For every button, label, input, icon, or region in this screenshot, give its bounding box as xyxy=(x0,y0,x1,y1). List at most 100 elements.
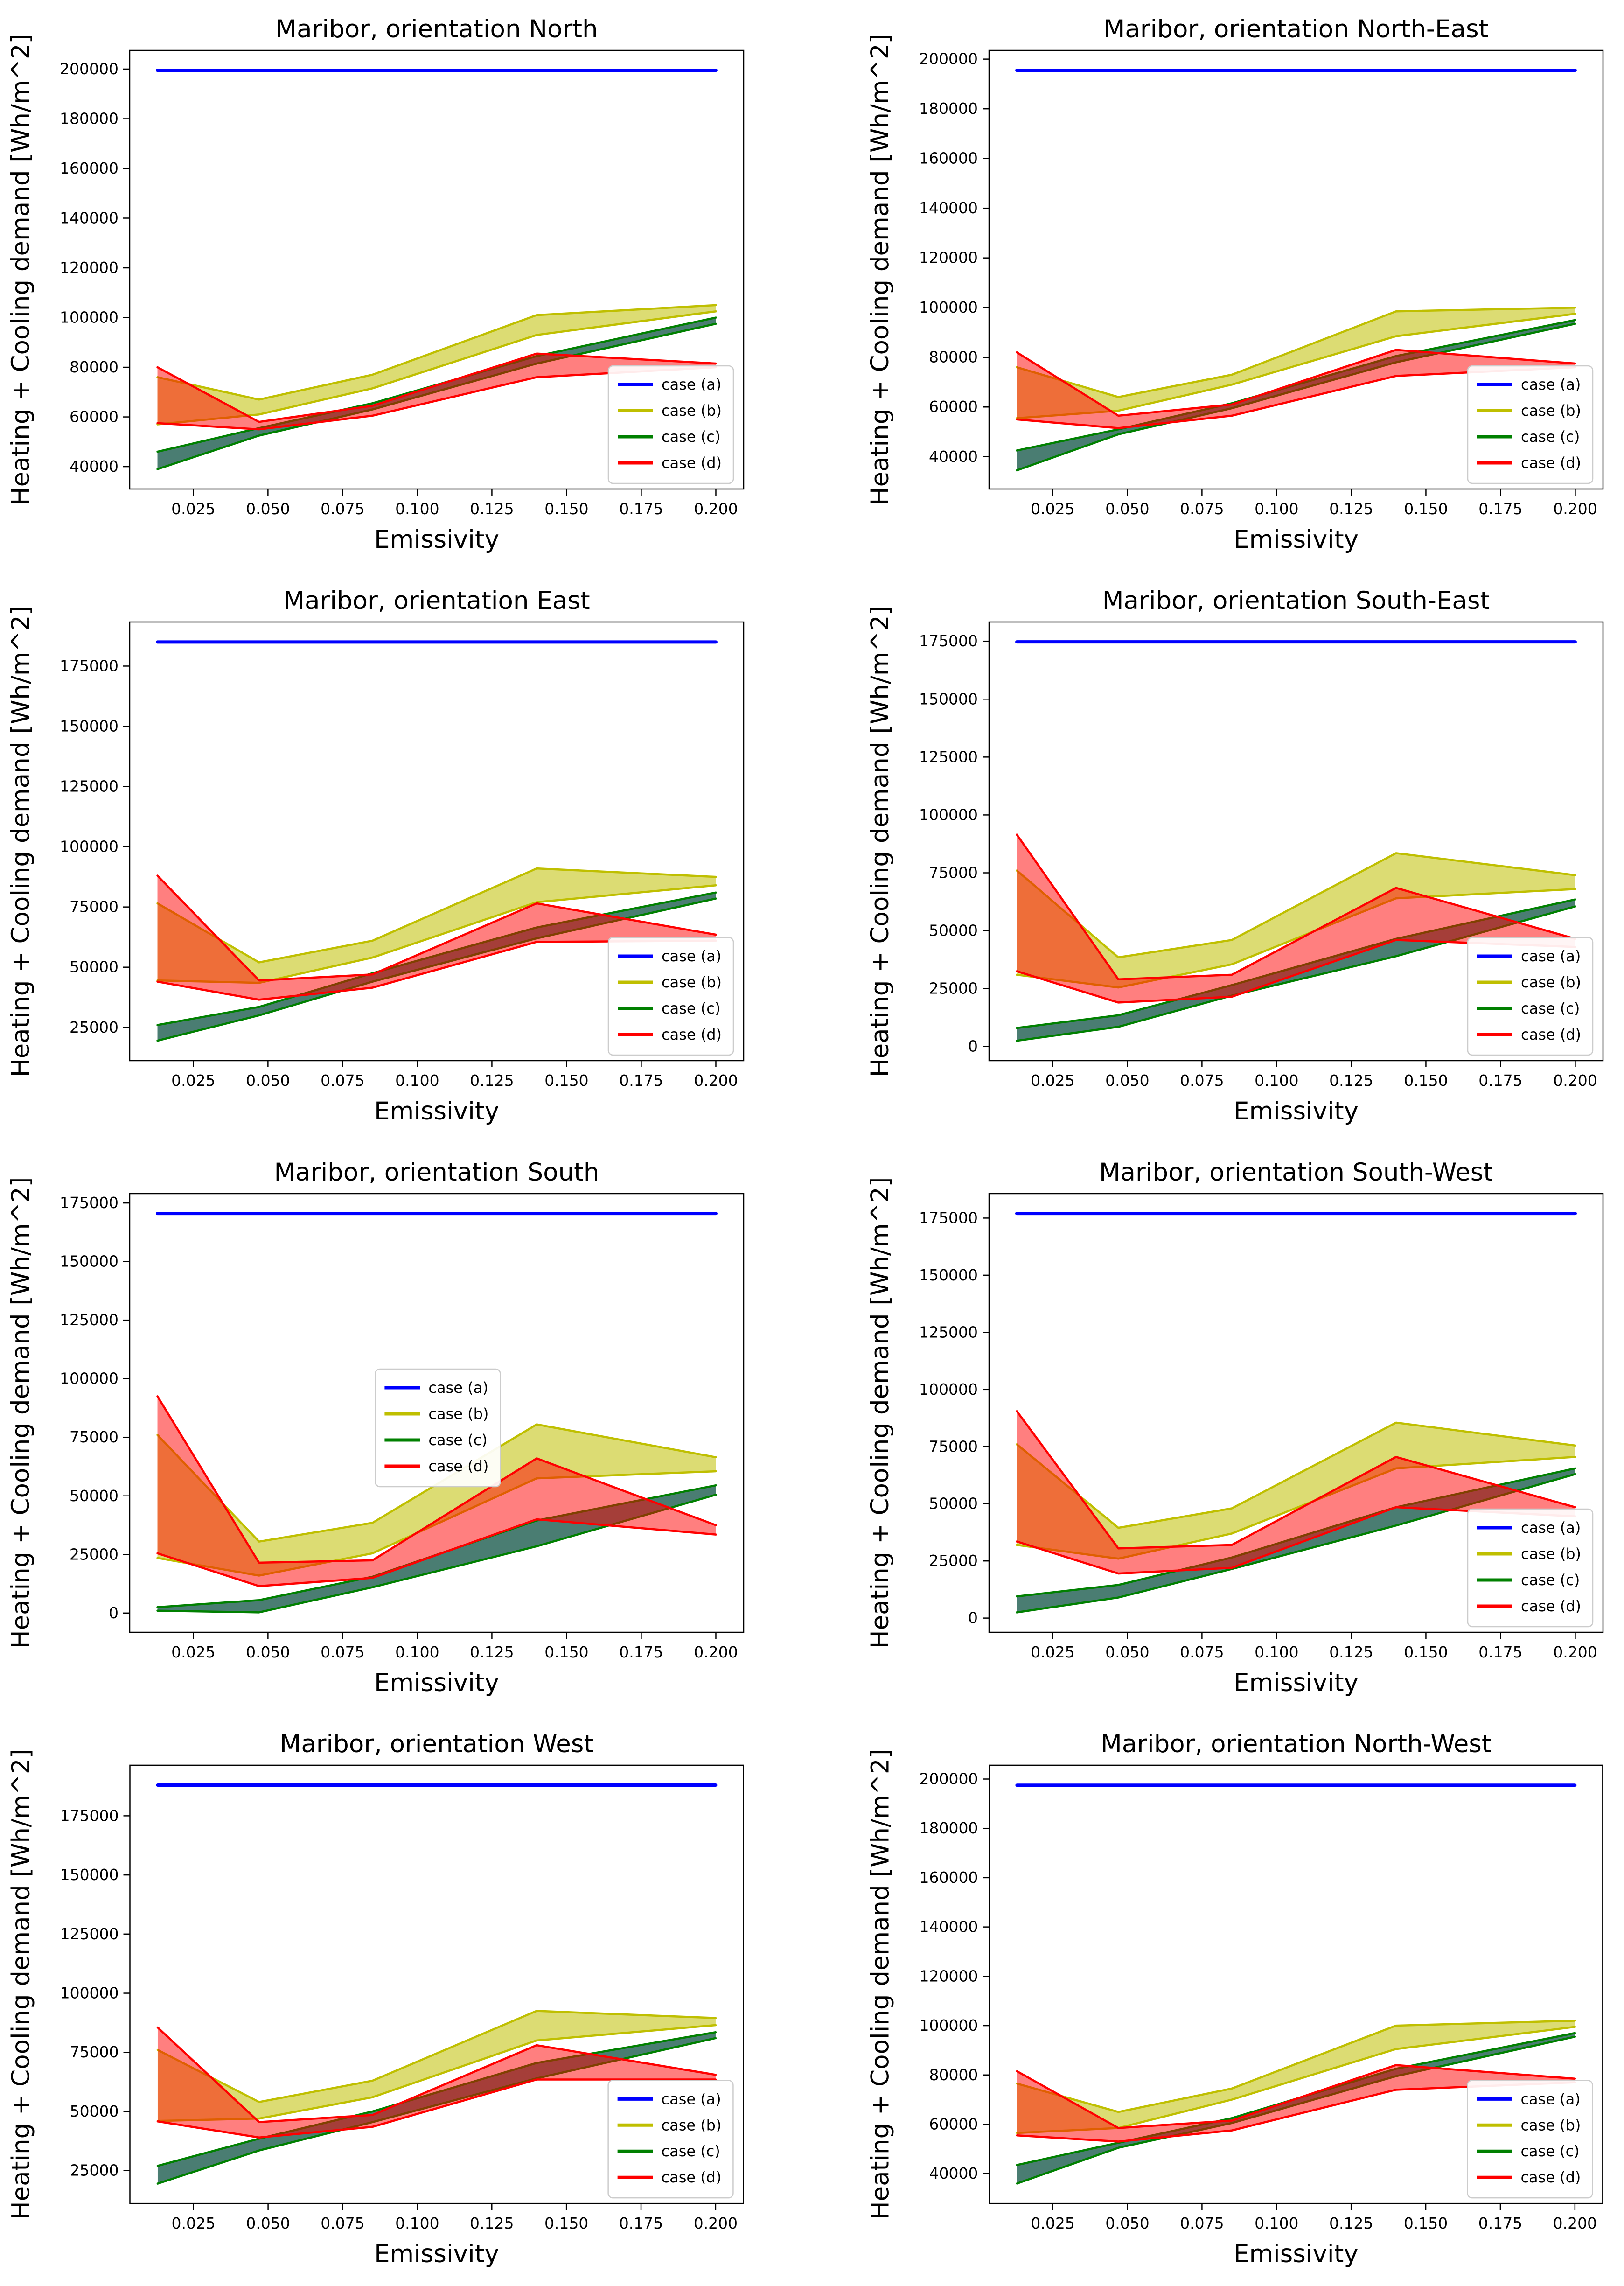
legend-label: case (c) xyxy=(1520,2142,1579,2160)
x-tick-label: 0.175 xyxy=(619,1071,663,1090)
case-d-band xyxy=(1017,2065,1575,2142)
legend-label: case (a) xyxy=(662,376,721,393)
y-tick-label: 120000 xyxy=(920,1967,978,1985)
legend-entry: case (c) xyxy=(1477,1571,1580,1589)
x-tick-label: 0.100 xyxy=(1255,1071,1298,1090)
x-tick-label: 0.025 xyxy=(171,1643,215,1661)
y-axis-label: Heating + Cooling demand [Wh/m^2] xyxy=(866,1177,894,1649)
x-tick-label: 0.050 xyxy=(1105,500,1149,518)
y-tick-label: 125000 xyxy=(60,1311,118,1329)
case-c-upper-line xyxy=(156,2031,717,2167)
y-tick-label: 120000 xyxy=(60,259,118,277)
x-tick-label: 0.025 xyxy=(171,500,215,518)
x-tick-label: 0.200 xyxy=(1553,2214,1597,2232)
legend-label: case (a) xyxy=(428,1379,488,1397)
case-c-upper-line xyxy=(1016,2032,1576,2166)
y-tick-label: 25000 xyxy=(70,1018,118,1036)
legend-entry: case (c) xyxy=(617,2142,720,2160)
x-tick-label: 0.100 xyxy=(395,2214,439,2232)
x-tick-label: 0.175 xyxy=(1478,1643,1522,1661)
legend-entry: case (a) xyxy=(617,2090,721,2108)
case-d-upper-line xyxy=(1016,833,1576,981)
case-d-lower-line xyxy=(1016,366,1576,429)
legend-label: case (b) xyxy=(662,2116,722,2134)
legend-label: case (d) xyxy=(662,2168,722,2186)
y-tick-label: 75000 xyxy=(70,2043,119,2061)
y-tick-label: 75000 xyxy=(70,1428,118,1446)
plot-title: Maribor, orientation West xyxy=(280,1730,594,1758)
chart-canvas-south-east: 0.025 0.050 0.075 0.100 0.125 0.150 0.175 0.200… xyxy=(812,572,1624,1143)
case-b-upper-line xyxy=(1016,852,1576,958)
legend-entry: case (c) xyxy=(1477,2142,1580,2160)
y-tick-label: 175000 xyxy=(60,657,118,675)
case-b-band xyxy=(1017,853,1575,988)
legend-entry: case (c) xyxy=(384,1431,488,1449)
chart-canvas-north: 0.025 0.050 0.075 0.100 0.125 0.150 0.175 0.200… xyxy=(0,0,812,572)
legend-entry: case (d) xyxy=(1477,1026,1581,1043)
x-tick-label: 0.025 xyxy=(1031,2214,1074,2232)
legend-entry: case (b) xyxy=(617,2116,722,2134)
legend-box xyxy=(607,365,734,484)
legend-entry: case (d) xyxy=(618,1026,722,1043)
y-tick-label: 100000 xyxy=(60,838,118,856)
subplot-north-west: 0.025 0.050 0.075 0.100 0.125 0.150 0.175 0.200… xyxy=(812,1715,1624,2286)
plot-background xyxy=(0,1715,812,2286)
x-tick-label: 0.150 xyxy=(544,500,588,518)
x-tick-label: 0.075 xyxy=(321,1071,364,1090)
plot-title: Maribor, orientation South-East xyxy=(1102,587,1490,615)
legend-label: case (b) xyxy=(1521,973,1581,991)
x-tick-label: 0.025 xyxy=(172,2214,216,2232)
y-tick-label: 0 xyxy=(109,1604,118,1622)
y-tick-label: 125000 xyxy=(60,1925,119,1943)
x-tick-label: 0.100 xyxy=(1255,500,1298,518)
axes-frame xyxy=(988,621,1604,1062)
legend-entry: case (b) xyxy=(1477,973,1581,991)
legend-label: case (d) xyxy=(428,1457,488,1475)
case-b-upper-line xyxy=(156,867,717,964)
plot-title: Maribor, orientation South xyxy=(274,1158,599,1187)
x-axis-label: Emissivity xyxy=(1234,525,1359,554)
axes-frame xyxy=(988,49,1604,490)
subplot-south-east: 0.025 0.050 0.075 0.100 0.125 0.150 0.175 0.200… xyxy=(812,572,1624,1143)
x-tick-label: 0.050 xyxy=(1105,1643,1149,1661)
legend-label: case (d) xyxy=(1520,2168,1581,2186)
case-b-band xyxy=(157,1424,716,1576)
plot-title: Maribor, orientation North-West xyxy=(1101,1730,1492,1758)
y-tick-label: 100000 xyxy=(919,1380,978,1398)
x-tick-label: 0.025 xyxy=(1031,1643,1074,1661)
chart-canvas-south-west: 0.025 0.050 0.075 0.100 0.125 0.150 0.175 0.200… xyxy=(812,1143,1624,1715)
case-c-upper-line xyxy=(156,316,717,453)
y-tick-label: 125000 xyxy=(919,1323,978,1341)
legend-label: case (c) xyxy=(662,428,720,446)
y-tick-label: 100000 xyxy=(60,1370,118,1388)
x-tick-label: 0.125 xyxy=(470,2214,514,2232)
x-tick-label: 0.150 xyxy=(1404,500,1448,518)
y-tick-label: 50000 xyxy=(929,1495,978,1513)
case-d-upper-line xyxy=(156,2026,717,2124)
y-tick-label: 180000 xyxy=(60,109,118,127)
legend: case (a) case (b) case (c) case (d) xyxy=(1467,1508,1594,1628)
x-tick-label: 0.150 xyxy=(1404,1643,1448,1661)
x-tick-label: 0.175 xyxy=(619,1643,663,1661)
y-axis-label: Heating + Cooling demand [Wh/m^2] xyxy=(866,34,894,506)
legend: case (a) case (b) case (c) case (d) xyxy=(607,2080,734,2199)
x-tick-label: 0.150 xyxy=(544,2214,588,2232)
case-c-lower-line xyxy=(156,1493,717,1614)
x-tick-label: 0.125 xyxy=(1329,500,1373,518)
case-d-lower-line xyxy=(156,366,717,431)
x-tick-label: 0.150 xyxy=(544,1071,588,1090)
x-tick-label: 0.025 xyxy=(171,1071,215,1090)
legend-label: case (d) xyxy=(1521,1597,1581,1615)
case-d-lower-line xyxy=(1016,939,1576,1004)
x-tick-label: 0.200 xyxy=(694,1643,738,1661)
case-d-upper-line xyxy=(1016,2064,1576,2129)
case-b-upper-line xyxy=(1016,306,1576,398)
legend-box xyxy=(1467,365,1594,484)
legend-entry: case (d) xyxy=(617,2168,722,2186)
subplot-south: 0.025 0.050 0.075 0.100 0.125 0.150 0.175 0.200… xyxy=(0,1143,812,1715)
legend-entry: case (a) xyxy=(618,947,721,965)
x-axis-label: Emissivity xyxy=(374,1097,499,1126)
y-tick-label: 60000 xyxy=(929,2115,978,2133)
x-tick-label: 0.150 xyxy=(544,1643,588,1661)
legend-label: case (a) xyxy=(1521,947,1581,965)
